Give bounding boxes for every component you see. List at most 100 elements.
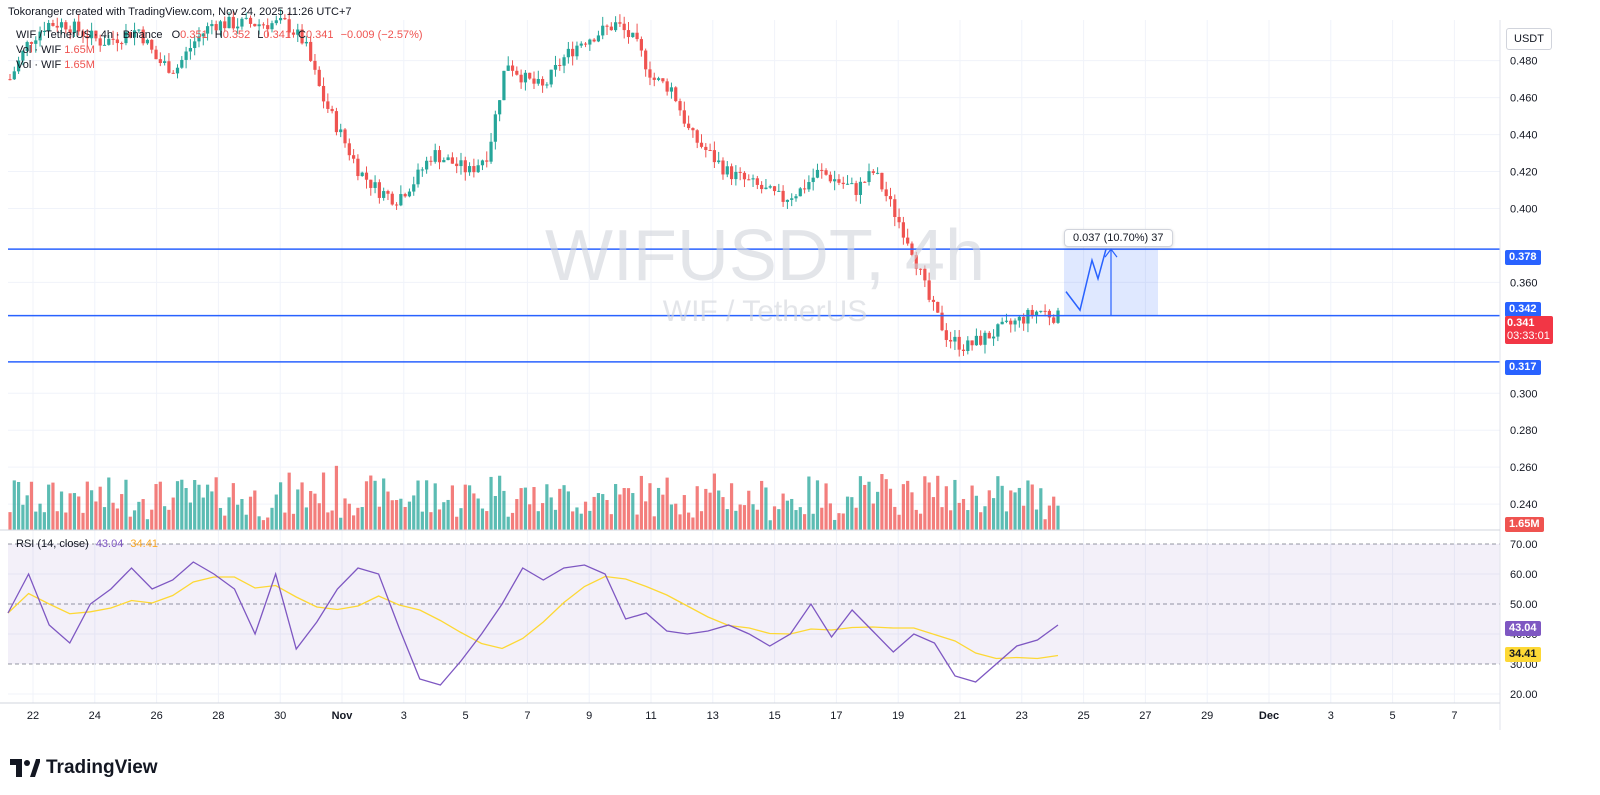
volume-bar (1017, 487, 1021, 530)
candle-body (12, 71, 16, 80)
volume-bar (364, 481, 369, 530)
low-label: L (257, 29, 264, 41)
candle-body (961, 349, 966, 352)
candle-body (455, 163, 459, 167)
time-tick-label: 5 (463, 710, 469, 722)
volume-bar (502, 490, 506, 530)
volume-bar (72, 493, 77, 530)
volume-bar (1004, 511, 1009, 530)
volume-bar (223, 515, 227, 530)
volume-bar (356, 507, 360, 530)
candle-body (425, 160, 429, 170)
rsi-line (7, 561, 1059, 686)
candle-body (949, 339, 953, 342)
candle-body (403, 194, 407, 197)
candle-body (1043, 310, 1047, 312)
candle-body (661, 78, 665, 82)
legend-volume-2[interactable]: Vol · WIF 1.65M (16, 59, 95, 71)
candle-body (94, 30, 98, 39)
candle-body (442, 160, 446, 163)
candle-body (364, 172, 369, 180)
candle-body (575, 45, 579, 57)
candle-body (72, 21, 77, 33)
volume-bar (407, 501, 412, 530)
candle-body (309, 41, 313, 61)
volume-bar (661, 494, 665, 530)
volume-bar (674, 503, 678, 530)
volume-bar (949, 510, 953, 530)
candle-body (137, 29, 141, 31)
candle-body (16, 60, 21, 72)
candle-body (656, 78, 661, 80)
volume-bar (171, 497, 175, 530)
volume-bar (678, 514, 682, 530)
volume-bar (734, 510, 738, 530)
candle-body (549, 69, 553, 85)
time-tick-label: 3 (401, 710, 407, 722)
volume-bar (158, 481, 162, 530)
volume-bar (626, 488, 631, 530)
volume-bar (278, 482, 283, 530)
candle-body (399, 194, 403, 206)
volume-bar (820, 507, 824, 530)
volume-bar (21, 504, 25, 530)
candle-body (734, 171, 738, 180)
volume-bar (927, 482, 931, 530)
candle-body (81, 31, 85, 37)
volume-bar (631, 493, 635, 530)
candle-body (171, 72, 175, 74)
candle-body (347, 143, 351, 156)
volume-bar (665, 477, 669, 530)
volume-bar (725, 509, 729, 530)
legend-symbol[interactable]: WIF / TetherUS · 4h · Binance O0.351 H0.… (16, 29, 423, 41)
rsi-legend[interactable]: RSI (14, close) 43.04 34.41 (16, 538, 158, 550)
volume-bar (764, 487, 768, 530)
candle-body (437, 150, 442, 163)
volume-bar (201, 497, 205, 530)
volume-bar (884, 479, 888, 530)
volume-bar (274, 494, 278, 530)
candle-body (888, 196, 893, 200)
volume-bar (906, 480, 910, 530)
candle-body (1017, 316, 1021, 321)
candle-body (824, 170, 828, 175)
volume-bar (562, 485, 566, 530)
time-tick-label: 30 (274, 710, 286, 722)
volume-bar (167, 509, 171, 530)
open-value: 0.351 (180, 29, 208, 41)
currency-button[interactable]: USDT (1506, 28, 1552, 50)
volume-bar (897, 514, 901, 530)
volume-bar (755, 509, 759, 530)
volume-bar (712, 473, 716, 530)
volume-bar (334, 465, 339, 530)
rsi-ma-line (7, 575, 1059, 660)
volume-bar (794, 510, 798, 530)
volume-bar (197, 484, 201, 530)
volume-bar (974, 495, 978, 530)
volume-bar (12, 480, 16, 530)
legend-volume-1[interactable]: Vol · WIF 1.65M (16, 44, 95, 56)
volume-bar (498, 475, 502, 530)
volume-bar (394, 500, 399, 530)
price-tick-label: 0.440 (1510, 130, 1538, 142)
volume-bar (768, 520, 772, 530)
time-tick-label: 5 (1390, 710, 1396, 722)
price-tick-label: 0.300 (1510, 388, 1538, 400)
volume-bar (287, 472, 291, 530)
volume-bar (16, 481, 21, 530)
candle-body (188, 48, 192, 52)
volume-bar (828, 503, 832, 530)
candle-body (562, 57, 566, 66)
candle-body (944, 330, 948, 340)
volume-bar (317, 503, 321, 530)
tradingview-logo[interactable]: TradingView (10, 757, 158, 779)
volume-bar (476, 498, 480, 530)
candle-body (34, 40, 38, 44)
candle-body (545, 84, 549, 86)
volume-bar (966, 510, 970, 530)
volume-bar (253, 490, 257, 530)
volume-bar (455, 516, 459, 530)
candle-body (128, 31, 132, 38)
volume-value: 1.65M (64, 44, 95, 56)
